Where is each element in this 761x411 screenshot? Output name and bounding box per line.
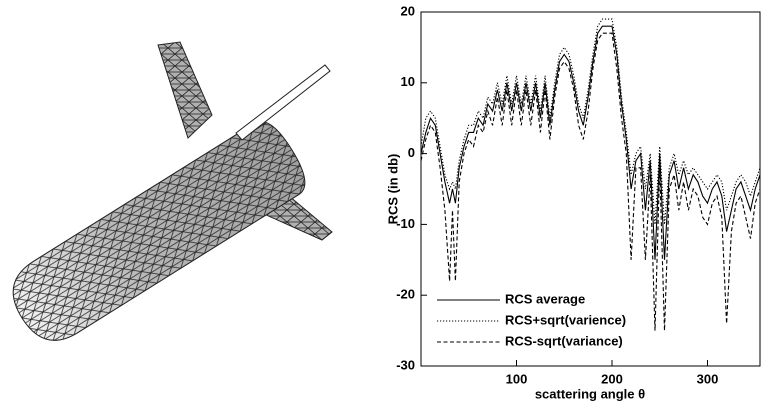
legend-label: RCS average — [505, 291, 585, 306]
y-tick-label: 0 — [408, 145, 415, 160]
series-line — [421, 26, 760, 260]
y-tick-label: 10 — [401, 74, 415, 89]
x-axis-label: scattering angle θ — [535, 386, 645, 401]
legend-label: RCS+sqrt(varience) — [505, 312, 626, 327]
y-tick-label: -30 — [396, 357, 415, 372]
missile-mesh — [0, 42, 332, 354]
x-tick-label: 200 — [601, 371, 623, 386]
legend-label: RCS-sqrt(variance) — [505, 333, 623, 348]
y-tick-label: -20 — [396, 287, 415, 302]
x-tick-label: 100 — [506, 371, 528, 386]
y-tick-label: 20 — [401, 3, 415, 18]
figure: scattering angle θ RCS (in db) 100200300… — [0, 0, 761, 406]
series-line — [421, 19, 760, 224]
y-tick-label: -10 — [396, 216, 415, 231]
y-axis-label: RCS (in db) — [385, 154, 400, 225]
x-tick-label: 300 — [697, 371, 719, 386]
